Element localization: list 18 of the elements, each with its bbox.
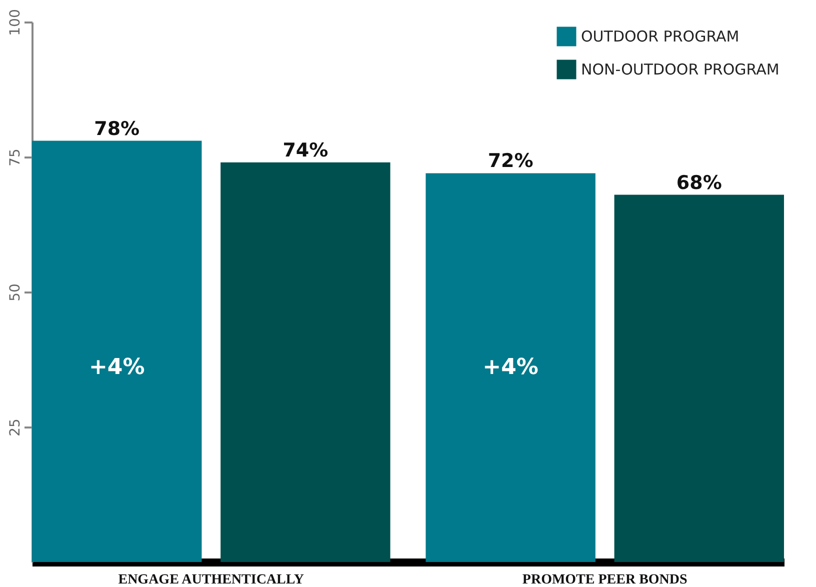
y-tick-label: 75 xyxy=(8,148,24,166)
annotation: +4% xyxy=(482,355,538,380)
data-label: 78% xyxy=(94,118,140,140)
data-label: 68% xyxy=(676,172,722,194)
data-label: 72% xyxy=(488,150,534,172)
annotation: +4% xyxy=(88,355,145,380)
data-label: 74% xyxy=(282,139,328,162)
y-tick-label: 50 xyxy=(8,284,24,302)
x-tick-label: PROMOTE PEER BONDS xyxy=(522,572,688,587)
bar xyxy=(220,162,390,562)
legend-label: NON-OUTDOOR PROGRAM xyxy=(581,60,780,78)
bar xyxy=(426,173,596,562)
y-tick-label: 25 xyxy=(8,418,24,436)
x-tick-label: ENGAGE AUTHENTICALLY xyxy=(118,572,304,587)
y-tick-label: 100 xyxy=(8,9,24,36)
bar xyxy=(614,194,784,562)
bar xyxy=(32,140,202,562)
legend-label: OUTDOOR PROGRAM xyxy=(581,28,740,46)
